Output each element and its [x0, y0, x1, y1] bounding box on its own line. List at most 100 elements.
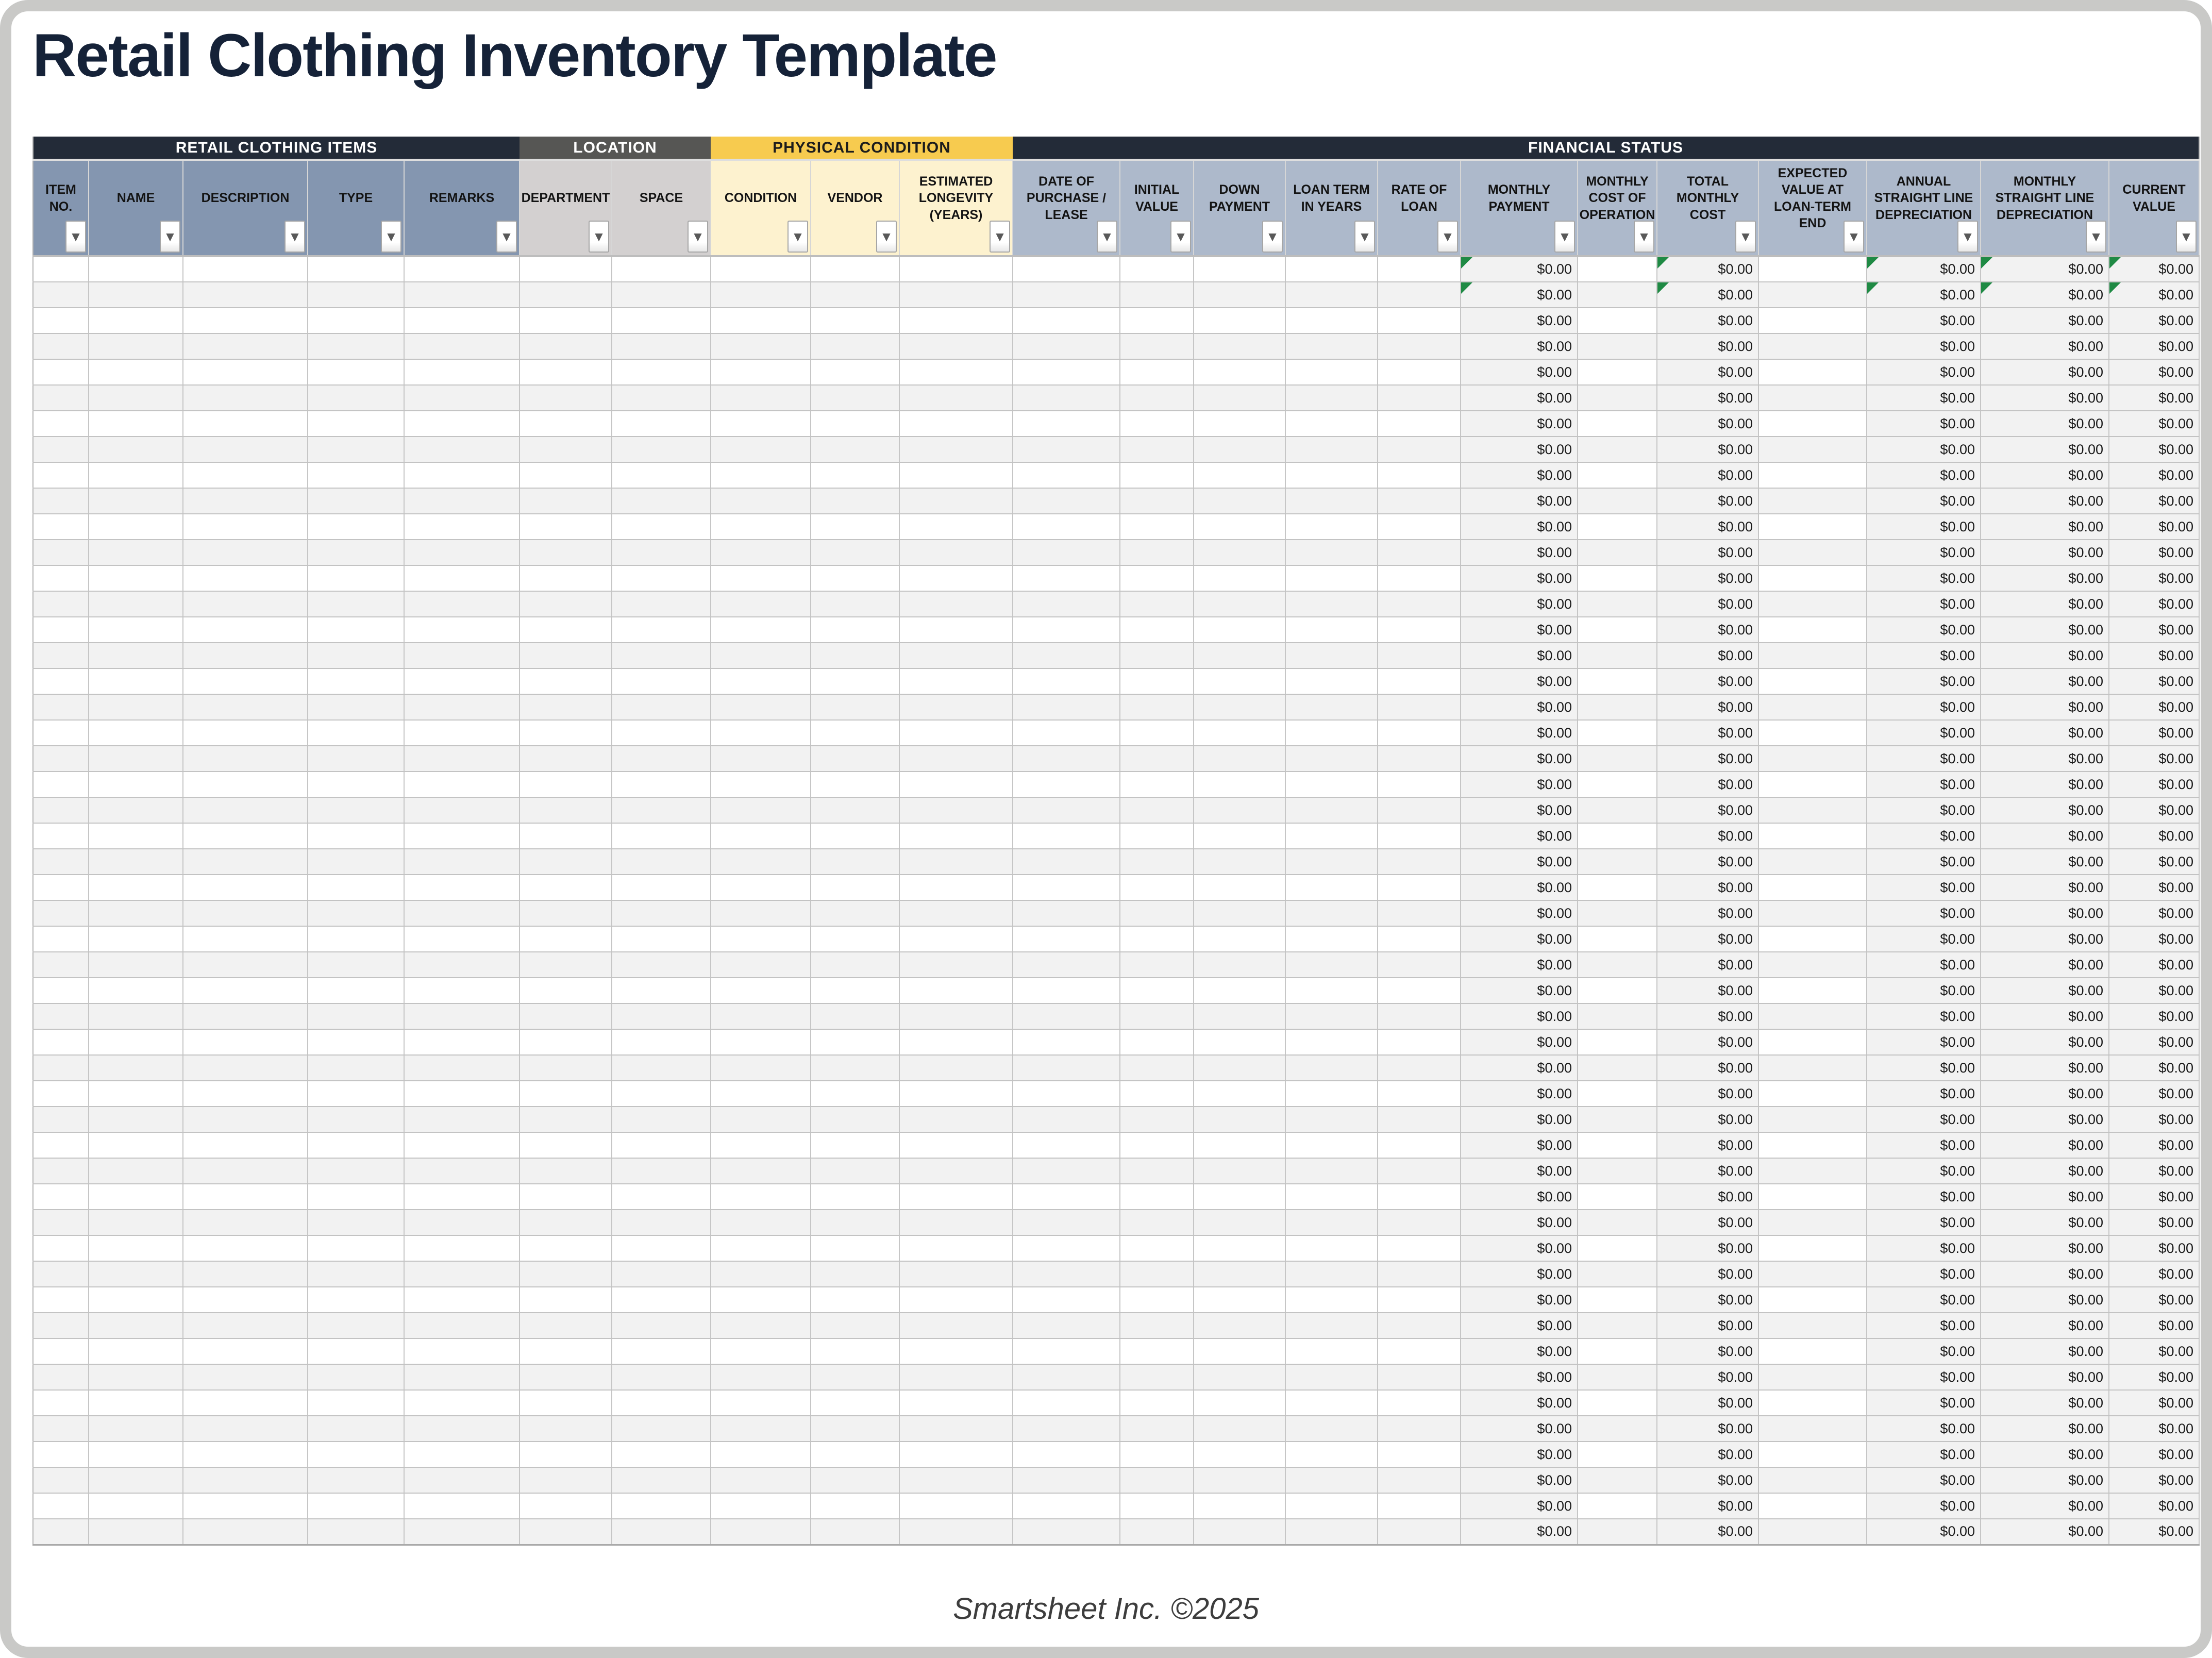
data-cell-loan-term-in-years[interactable]	[1285, 1081, 1378, 1107]
data-cell-rate-of-loan[interactable]	[1378, 772, 1461, 798]
data-cell-department[interactable]	[520, 1261, 612, 1287]
data-cell-space[interactable]	[612, 282, 711, 308]
data-cell-loan-term-in-years[interactable]	[1285, 437, 1378, 463]
value-cell-current-value[interactable]: $0.00	[2109, 643, 2200, 669]
data-cell-item-no[interactable]	[33, 1081, 89, 1107]
value-cell-monthly-straight-line-depreciation[interactable]: $0.00	[1981, 1261, 2109, 1287]
data-cell-vendor[interactable]	[811, 1338, 900, 1365]
data-cell-condition[interactable]	[711, 488, 811, 514]
value-cell-monthly-straight-line-depreciation[interactable]: $0.00	[1981, 1107, 2109, 1133]
data-cell-date-of-purchase-lease[interactable]	[1013, 333, 1120, 360]
filter-button-space[interactable]: ▼	[688, 221, 708, 253]
data-cell-down-payment[interactable]	[1194, 1287, 1286, 1313]
data-cell-condition[interactable]	[711, 823, 811, 849]
data-cell-department[interactable]	[520, 1081, 612, 1107]
data-cell-vendor[interactable]	[811, 1442, 900, 1468]
data-cell-loan-term-in-years[interactable]	[1285, 308, 1378, 334]
data-cell-rate-of-loan[interactable]	[1378, 797, 1461, 824]
value-cell-current-value[interactable]: $0.00	[2109, 1184, 2200, 1210]
data-cell-type[interactable]	[308, 1081, 405, 1107]
data-cell-date-of-purchase-lease[interactable]	[1013, 643, 1120, 669]
data-cell-type[interactable]	[308, 1158, 405, 1184]
data-cell-description[interactable]	[183, 1493, 308, 1519]
data-cell-type[interactable]	[308, 462, 405, 489]
data-cell-date-of-purchase-lease[interactable]	[1013, 385, 1120, 411]
data-cell-monthly-cost-of-operation[interactable]	[1578, 591, 1657, 617]
data-cell-item-no[interactable]	[33, 1029, 89, 1056]
data-cell-estimated-longevity-years[interactable]	[899, 540, 1013, 566]
data-cell-expected-value-at-loan-term-end[interactable]	[1758, 1442, 1867, 1468]
filter-button-condition[interactable]: ▼	[787, 221, 808, 253]
data-cell-monthly-cost-of-operation[interactable]	[1578, 668, 1657, 695]
data-cell-description[interactable]	[183, 823, 308, 849]
data-cell-vendor[interactable]	[811, 952, 900, 978]
value-cell-total-monthly-cost[interactable]: $0.00	[1657, 359, 1759, 386]
data-cell-space[interactable]	[612, 1235, 711, 1262]
value-cell-monthly-straight-line-depreciation[interactable]: $0.00	[1981, 359, 2109, 386]
data-cell-loan-term-in-years[interactable]	[1285, 565, 1378, 592]
value-cell-total-monthly-cost[interactable]: $0.00	[1657, 1390, 1759, 1416]
value-cell-monthly-payment[interactable]: $0.00	[1461, 488, 1578, 514]
data-cell-condition[interactable]	[711, 694, 811, 721]
data-cell-vendor[interactable]	[811, 462, 900, 489]
data-cell-rate-of-loan[interactable]	[1378, 1519, 1461, 1546]
value-cell-total-monthly-cost[interactable]: $0.00	[1657, 1261, 1759, 1287]
value-cell-total-monthly-cost[interactable]: $0.00	[1657, 952, 1759, 978]
data-cell-vendor[interactable]	[811, 1132, 900, 1159]
value-cell-monthly-payment[interactable]: $0.00	[1461, 1313, 1578, 1339]
data-cell-remarks[interactable]	[404, 1390, 520, 1416]
data-cell-loan-term-in-years[interactable]	[1285, 1029, 1378, 1056]
value-cell-current-value[interactable]: $0.00	[2109, 900, 2200, 927]
value-cell-monthly-straight-line-depreciation[interactable]: $0.00	[1981, 1313, 2109, 1339]
data-cell-condition[interactable]	[711, 1519, 811, 1546]
value-cell-monthly-payment[interactable]: $0.00	[1461, 900, 1578, 927]
value-cell-current-value[interactable]: $0.00	[2109, 849, 2200, 875]
data-cell-item-no[interactable]	[33, 437, 89, 463]
data-cell-loan-term-in-years[interactable]	[1285, 359, 1378, 386]
data-cell-department[interactable]	[520, 668, 612, 695]
data-cell-initial-value[interactable]	[1120, 720, 1194, 746]
data-cell-down-payment[interactable]	[1194, 540, 1286, 566]
value-cell-monthly-straight-line-depreciation[interactable]: $0.00	[1981, 333, 2109, 360]
data-cell-remarks[interactable]	[404, 1313, 520, 1339]
data-cell-monthly-cost-of-operation[interactable]	[1578, 565, 1657, 592]
data-cell-condition[interactable]	[711, 359, 811, 386]
data-cell-item-no[interactable]	[33, 797, 89, 824]
data-cell-expected-value-at-loan-term-end[interactable]	[1758, 978, 1867, 1004]
data-cell-remarks[interactable]	[404, 1029, 520, 1056]
value-cell-total-monthly-cost[interactable]: $0.00	[1657, 1235, 1759, 1262]
data-cell-rate-of-loan[interactable]	[1378, 1107, 1461, 1133]
value-cell-annual-straight-line-depreciation[interactable]: $0.00	[1867, 875, 1981, 901]
data-cell-space[interactable]	[612, 462, 711, 489]
data-cell-down-payment[interactable]	[1194, 385, 1286, 411]
data-cell-vendor[interactable]	[811, 643, 900, 669]
data-cell-loan-term-in-years[interactable]	[1285, 849, 1378, 875]
data-cell-vendor[interactable]	[811, 900, 900, 927]
data-cell-loan-term-in-years[interactable]	[1285, 1416, 1378, 1442]
data-cell-condition[interactable]	[711, 1107, 811, 1133]
data-cell-space[interactable]	[612, 1107, 711, 1133]
data-cell-estimated-longevity-years[interactable]	[899, 1493, 1013, 1519]
data-cell-condition[interactable]	[711, 514, 811, 540]
data-cell-space[interactable]	[612, 308, 711, 334]
data-cell-condition[interactable]	[711, 617, 811, 643]
data-cell-name[interactable]	[89, 1313, 183, 1339]
data-cell-estimated-longevity-years[interactable]	[899, 488, 1013, 514]
data-cell-initial-value[interactable]	[1120, 1055, 1194, 1081]
data-cell-description[interactable]	[183, 1107, 308, 1133]
value-cell-current-value[interactable]: $0.00	[2109, 952, 2200, 978]
data-cell-initial-value[interactable]	[1120, 514, 1194, 540]
value-cell-monthly-payment[interactable]: $0.00	[1461, 720, 1578, 746]
data-cell-condition[interactable]	[711, 1287, 811, 1313]
data-cell-item-no[interactable]	[33, 411, 89, 437]
data-cell-estimated-longevity-years[interactable]	[899, 1081, 1013, 1107]
data-cell-remarks[interactable]	[404, 1467, 520, 1494]
data-cell-initial-value[interactable]	[1120, 694, 1194, 721]
data-cell-description[interactable]	[183, 720, 308, 746]
data-cell-name[interactable]	[89, 282, 183, 308]
data-cell-item-no[interactable]	[33, 823, 89, 849]
value-cell-total-monthly-cost[interactable]: $0.00	[1657, 1158, 1759, 1184]
data-cell-space[interactable]	[612, 514, 711, 540]
data-cell-expected-value-at-loan-term-end[interactable]	[1758, 1158, 1867, 1184]
value-cell-annual-straight-line-depreciation[interactable]: $0.00	[1867, 462, 1981, 489]
